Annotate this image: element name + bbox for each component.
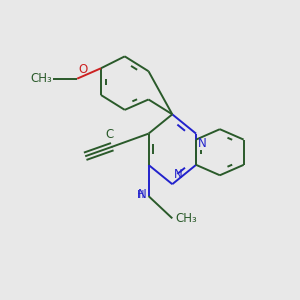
Text: H: H <box>137 190 144 200</box>
Text: C: C <box>106 128 114 141</box>
Text: CH₃: CH₃ <box>175 212 197 225</box>
Text: N: N <box>198 136 206 150</box>
Text: N: N <box>174 168 182 181</box>
Text: CH₃: CH₃ <box>30 72 52 85</box>
Text: O: O <box>79 63 88 76</box>
Text: N: N <box>138 188 147 201</box>
